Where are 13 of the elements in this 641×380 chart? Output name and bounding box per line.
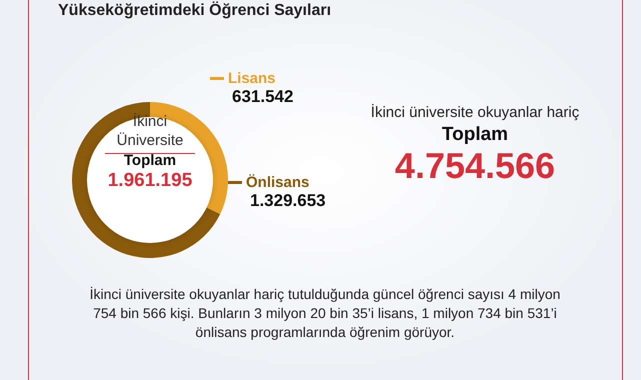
text: İkinci Üniversite xyxy=(116,113,184,149)
data-label: 1.329.653 xyxy=(250,191,326,211)
text: İkinci üniversite okuyanlar hariç tutulduğunda güncel öğrenci sayısı 4 milyon 754 bin 566 kişi. Bunların 3 milyon 20 bin 35’i lisans, 1 milyon 734 bin 531’i önlisans programlarında öğrenim görüyor. xyxy=(88,285,562,342)
donut-slice xyxy=(72,102,220,258)
chart-title: Yükseköğretimdeki Öğrenci Sayıları xyxy=(58,2,332,20)
text: Toplam xyxy=(122,152,178,169)
legend-label: Önlisans xyxy=(246,174,310,191)
data-label: 631.542 xyxy=(232,87,294,107)
text: Toplam xyxy=(440,124,510,146)
text: İkinci üniversite okuyanlar hariç xyxy=(370,104,580,121)
legend-label: Lisans xyxy=(228,70,276,87)
text: 1.961.195 xyxy=(106,170,194,192)
text: 4.754.566 xyxy=(394,145,556,187)
